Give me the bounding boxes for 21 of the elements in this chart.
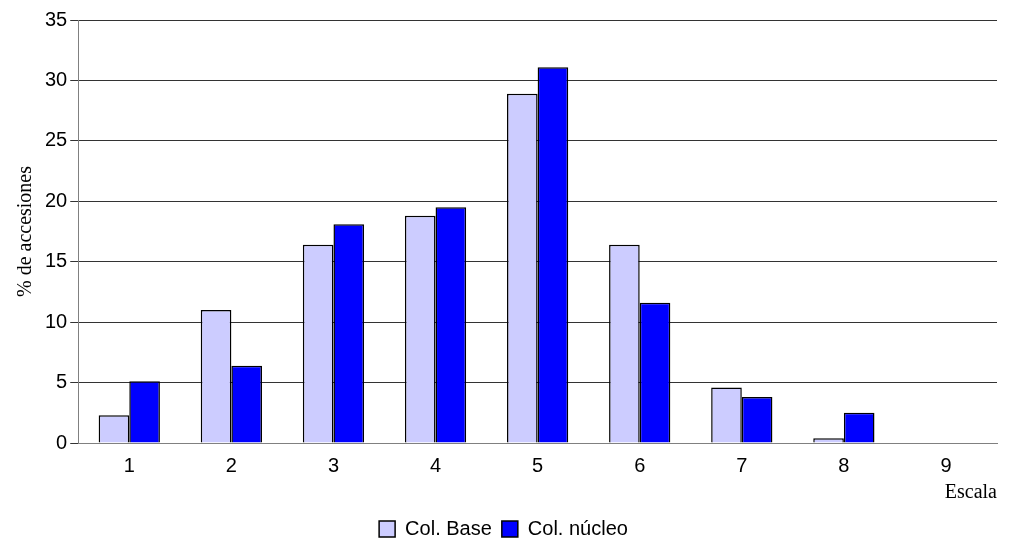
x-tick-label: 1 [123, 453, 135, 476]
x-axis-title: Escala [944, 480, 998, 503]
y-tick-label: 10 [45, 309, 68, 332]
x-tick-label: 2 [225, 453, 237, 476]
x-tick-label: 3 [327, 453, 340, 476]
y-tick-label: 0 [56, 430, 68, 453]
x-tick-label: 4 [429, 453, 442, 476]
y-axis-title: % de accesiones [13, 165, 36, 298]
y-tick-label: 30 [45, 67, 68, 90]
x-tick-label: 5 [532, 453, 544, 476]
y-tick-label: 15 [45, 249, 68, 272]
x-tick-label: 8 [838, 453, 850, 476]
legend-label: Col. núcleo [527, 516, 628, 539]
legend-label: Col. Base [405, 516, 492, 539]
x-tick-label: 7 [736, 453, 748, 476]
y-tick-label: 5 [56, 370, 68, 393]
x-tick-label: 6 [634, 453, 646, 476]
y-tick-label: 20 [45, 188, 68, 211]
y-tick-label: 35 [45, 7, 68, 30]
x-tick-label: 9 [940, 453, 952, 476]
y-tick-label: 25 [45, 128, 68, 151]
